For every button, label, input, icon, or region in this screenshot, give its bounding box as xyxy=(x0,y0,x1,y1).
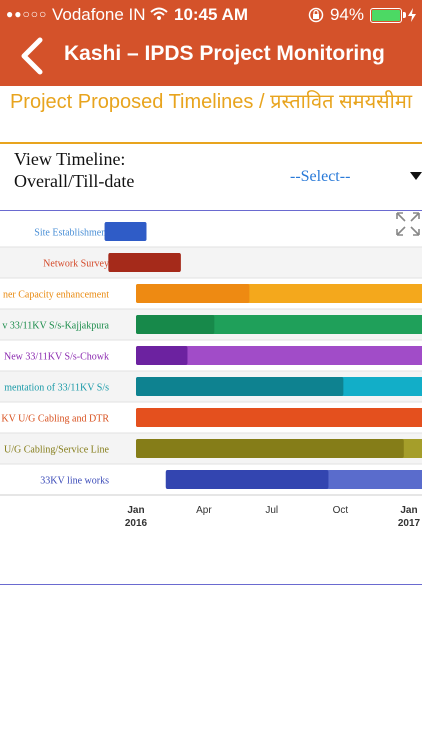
battery-percent: 94% xyxy=(329,5,364,24)
status-right: 94% xyxy=(308,5,416,25)
gantt-task-label: New 33/11KV S/s-Chowk xyxy=(4,352,109,363)
gantt-task-label: Site Establishment xyxy=(34,228,109,239)
gantt-bar-progress xyxy=(108,253,181,272)
gantt-task-label: 33KV line works xyxy=(40,476,109,487)
title-divider xyxy=(0,142,422,144)
gantt-task-label: KV U/G Cabling and DTR xyxy=(1,414,109,425)
view-timeline-label: View Timeline: Overall/Till-date xyxy=(14,149,135,191)
gantt-tick-label: Jan xyxy=(400,505,417,516)
gantt-tick-sublabel: 2016 xyxy=(125,518,148,529)
gantt-task-label: v 33/11KV S/s-Kajjakpura xyxy=(2,321,109,332)
gantt-bar-progress xyxy=(136,377,344,396)
gantt-bar-progress xyxy=(136,284,250,303)
expand-icon[interactable] xyxy=(394,210,422,238)
gantt-task-label: ner Capacity enhancement xyxy=(3,290,109,301)
gantt-chart: Site Establishment Network Survey ner Capa… xyxy=(0,216,422,529)
rotation-lock-icon xyxy=(308,7,324,23)
battery-icon xyxy=(370,7,406,23)
nav-title: Kashi – IPDS Project Monitoring xyxy=(64,42,385,65)
gantt-bar-progress xyxy=(136,315,215,334)
gantt-bar-progress xyxy=(136,439,404,458)
nav-bar: Kashi – IPDS Project Monitoring xyxy=(0,28,422,86)
gantt-bar-progress xyxy=(136,408,422,427)
carrier-name: Vodafone IN xyxy=(51,5,146,24)
status-bar: ●●○○○ Vodafone IN 10:45 AM 94% xyxy=(0,0,422,28)
gantt-bar-progress xyxy=(136,346,188,365)
gantt-tick-label: Jul xyxy=(265,505,278,516)
gantt-task-label: Network Survey xyxy=(43,259,109,270)
gantt-bar-progress xyxy=(104,222,147,241)
carrier-info: ●●○○○ Vodafone IN xyxy=(6,5,168,25)
app-header: ●●○○○ Vodafone IN 10:45 AM 94% xyxy=(0,0,422,86)
gantt-task-label: U/G Cabling/Service Line xyxy=(4,445,110,456)
wifi-icon xyxy=(150,7,168,20)
page-title: Project Proposed Timelines / प्रस्तावित … xyxy=(9,91,413,113)
gantt-tick-label: Apr xyxy=(196,505,212,516)
chart-top-divider xyxy=(0,210,422,211)
gantt-tick-label: Jan xyxy=(127,505,144,516)
gantt-row-bg xyxy=(0,216,422,247)
chart-bottom-divider xyxy=(0,584,422,585)
chevron-left-icon[interactable] xyxy=(16,36,52,76)
gantt-task-label: mentation of 33/11KV S/s xyxy=(4,383,109,394)
gantt-tick-sublabel: 2017 xyxy=(398,518,421,529)
chevron-down-icon[interactable] xyxy=(410,172,422,180)
status-time: 10:45 AM xyxy=(173,5,248,24)
gantt-row-bg xyxy=(0,247,422,278)
gantt-bar-progress xyxy=(165,470,329,489)
signal-strength-icon: ●●○○○ xyxy=(6,7,48,21)
gantt-tick-label: Oct xyxy=(333,505,349,516)
charging-icon xyxy=(408,8,416,22)
gantt-bar-planned xyxy=(136,346,422,365)
timeline-select[interactable]: --Select-- xyxy=(290,168,351,185)
